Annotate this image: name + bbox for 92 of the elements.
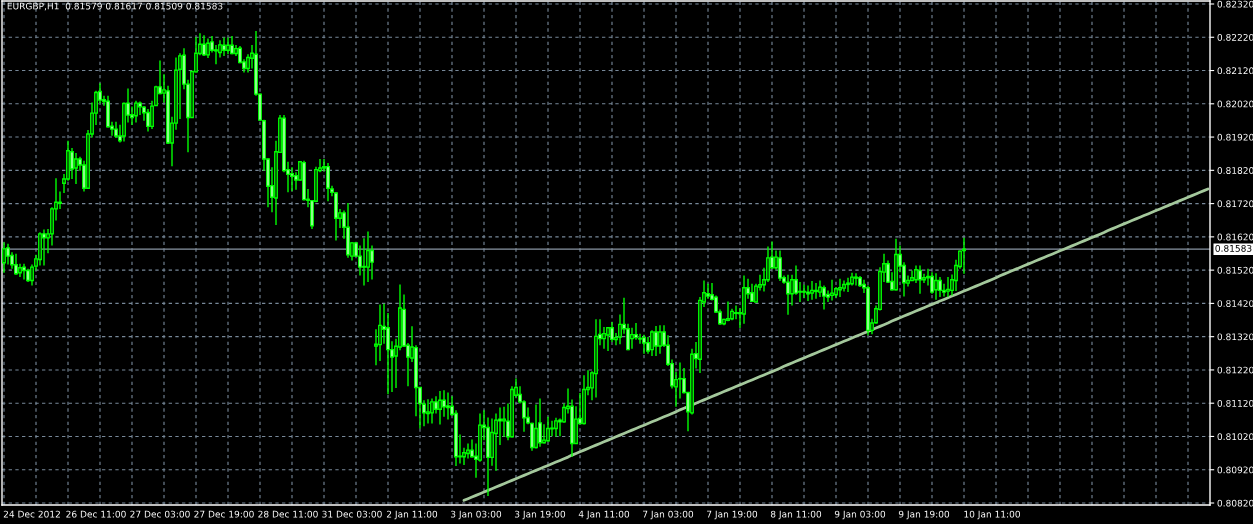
- candlestick: [778, 249, 782, 282]
- y-tick-label: 0.80820: [1217, 499, 1253, 507]
- candlestick: [546, 416, 550, 443]
- x-tick-label: 9 Jan 03:00: [834, 510, 886, 520]
- y-tick-label: 0.82120: [1217, 67, 1253, 75]
- x-tick-label: 24 Dec 2012: [3, 510, 60, 518]
- x-tick-label: 31 Dec 03:00: [322, 510, 382, 518]
- chart-title: EURGBP,H1 0.81579 0.81617 0.81509 0.81583: [7, 2, 223, 11]
- candlestick: [814, 282, 818, 300]
- candlestick: [650, 329, 654, 357]
- y-tick-label: 0.81720: [1217, 200, 1253, 208]
- y-tick-label: 0.82220: [1217, 33, 1253, 41]
- candlestick: [378, 303, 382, 362]
- x-tick-label: 3 Jan 19:00: [514, 510, 566, 520]
- candlestick: [606, 326, 610, 352]
- line-series: [462, 187, 1210, 502]
- candlestick: [642, 333, 646, 355]
- candlestick: [946, 276, 950, 298]
- candlestick: [810, 280, 814, 301]
- candlestick: [326, 162, 330, 202]
- y-tick-label: 0.81120: [1217, 399, 1253, 407]
- y-tick-label: 0.80920: [1217, 466, 1253, 474]
- candlestick: [206, 37, 210, 59]
- candlestick: [918, 264, 922, 295]
- candlestick: [934, 272, 938, 301]
- candlestick: [290, 166, 294, 192]
- candlestick: [538, 397, 542, 448]
- candlestick: [74, 152, 78, 185]
- candlestick: [962, 237, 966, 275]
- candlestick: [42, 228, 46, 267]
- x-tick-label: 7 Jan 03:00: [643, 510, 694, 520]
- x-tick-label: 27 Dec 19:00: [194, 510, 254, 518]
- candlestick: [14, 253, 18, 276]
- x-tick-label: 26 Dec 11:00: [66, 510, 126, 518]
- candlestick: [370, 244, 374, 281]
- candlestick: [70, 147, 74, 180]
- y-tick-label: 0.81520: [1217, 266, 1253, 274]
- candlestick: [806, 284, 810, 302]
- y-tick-label: 0.81620: [1217, 233, 1253, 241]
- candlestick: [798, 281, 802, 303]
- candlestick: [802, 284, 806, 299]
- candlestick: [846, 277, 850, 293]
- candlestick: [830, 279, 834, 302]
- x-tick-label: 8 Jan 11:00: [770, 510, 822, 520]
- candlestick: [502, 406, 506, 438]
- y-tick-label: 0.81020: [1217, 433, 1253, 441]
- y-tick-label: 0.81920: [1217, 133, 1253, 141]
- x-tick-label: 9 Jan 19:00: [898, 510, 950, 520]
- candlestick: [734, 304, 738, 321]
- candlestick: [838, 278, 842, 298]
- candlestick: [922, 273, 926, 284]
- candlestick: [202, 34, 206, 57]
- candlestick: [134, 100, 138, 124]
- x-tick-label: 10 Jan 11:00: [964, 510, 1020, 520]
- x-tick-label: 7 Jan 19:00: [707, 510, 758, 520]
- candlestick: [554, 417, 558, 438]
- candlestick: [854, 272, 858, 287]
- candlestick: [222, 36, 226, 57]
- candlestick: [362, 237, 366, 287]
- candlestick: [494, 412, 498, 472]
- y-tick-label: 0.81320: [1217, 333, 1253, 341]
- candlestick: [366, 230, 370, 283]
- candlestick: [58, 190, 62, 210]
- candlestick: [146, 108, 150, 133]
- candlestick: [426, 398, 430, 425]
- candlestick: [534, 403, 538, 450]
- x-tick-label: 3 Jan 03:00: [450, 510, 502, 520]
- candlestick: [442, 389, 446, 418]
- ref-line-label: 0.81583: [1215, 244, 1252, 252]
- candlestick: [634, 322, 638, 341]
- candlestick: [446, 391, 450, 421]
- y-tick-label: 0.81420: [1217, 300, 1253, 307]
- candlestick: [786, 274, 790, 316]
- candlestick: [822, 284, 826, 311]
- y-tick-label: 0.82320: [1217, 0, 1253, 8]
- candlestick: [430, 397, 434, 425]
- x-tick-label: 4 Jan 11:00: [578, 510, 630, 520]
- candlestick: [910, 269, 914, 282]
- candlestick: [658, 324, 662, 355]
- candlestick: [938, 276, 942, 298]
- y-tick-label: 0.81220: [1217, 366, 1253, 374]
- x-tick-label: 2 Jan 11:00: [386, 510, 438, 520]
- candlestick: [438, 390, 442, 426]
- candlestick: [138, 100, 142, 116]
- x-tick-label: 28 Dec 11:00: [258, 510, 318, 518]
- x-tick-label: 27 Dec 03:00: [130, 510, 190, 518]
- y-tick-label: 0.82020: [1217, 100, 1253, 108]
- candlestick: [706, 283, 710, 300]
- y-tick-label: 0.81820: [1217, 167, 1253, 174]
- candlestick: [22, 263, 26, 281]
- candlestick: [630, 326, 634, 350]
- candlestick: [654, 325, 658, 357]
